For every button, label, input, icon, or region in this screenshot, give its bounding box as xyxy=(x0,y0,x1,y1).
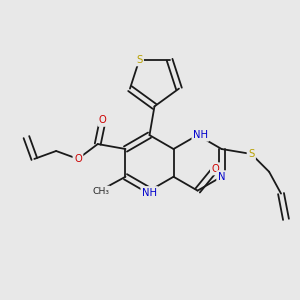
Text: S: S xyxy=(136,55,142,65)
Text: CH₃: CH₃ xyxy=(92,187,109,196)
Text: NH: NH xyxy=(142,188,157,198)
Text: N: N xyxy=(218,172,225,182)
Text: NH: NH xyxy=(193,130,208,140)
Text: O: O xyxy=(212,164,219,174)
Text: S: S xyxy=(248,149,254,159)
Text: O: O xyxy=(99,115,106,125)
Text: O: O xyxy=(74,154,82,164)
